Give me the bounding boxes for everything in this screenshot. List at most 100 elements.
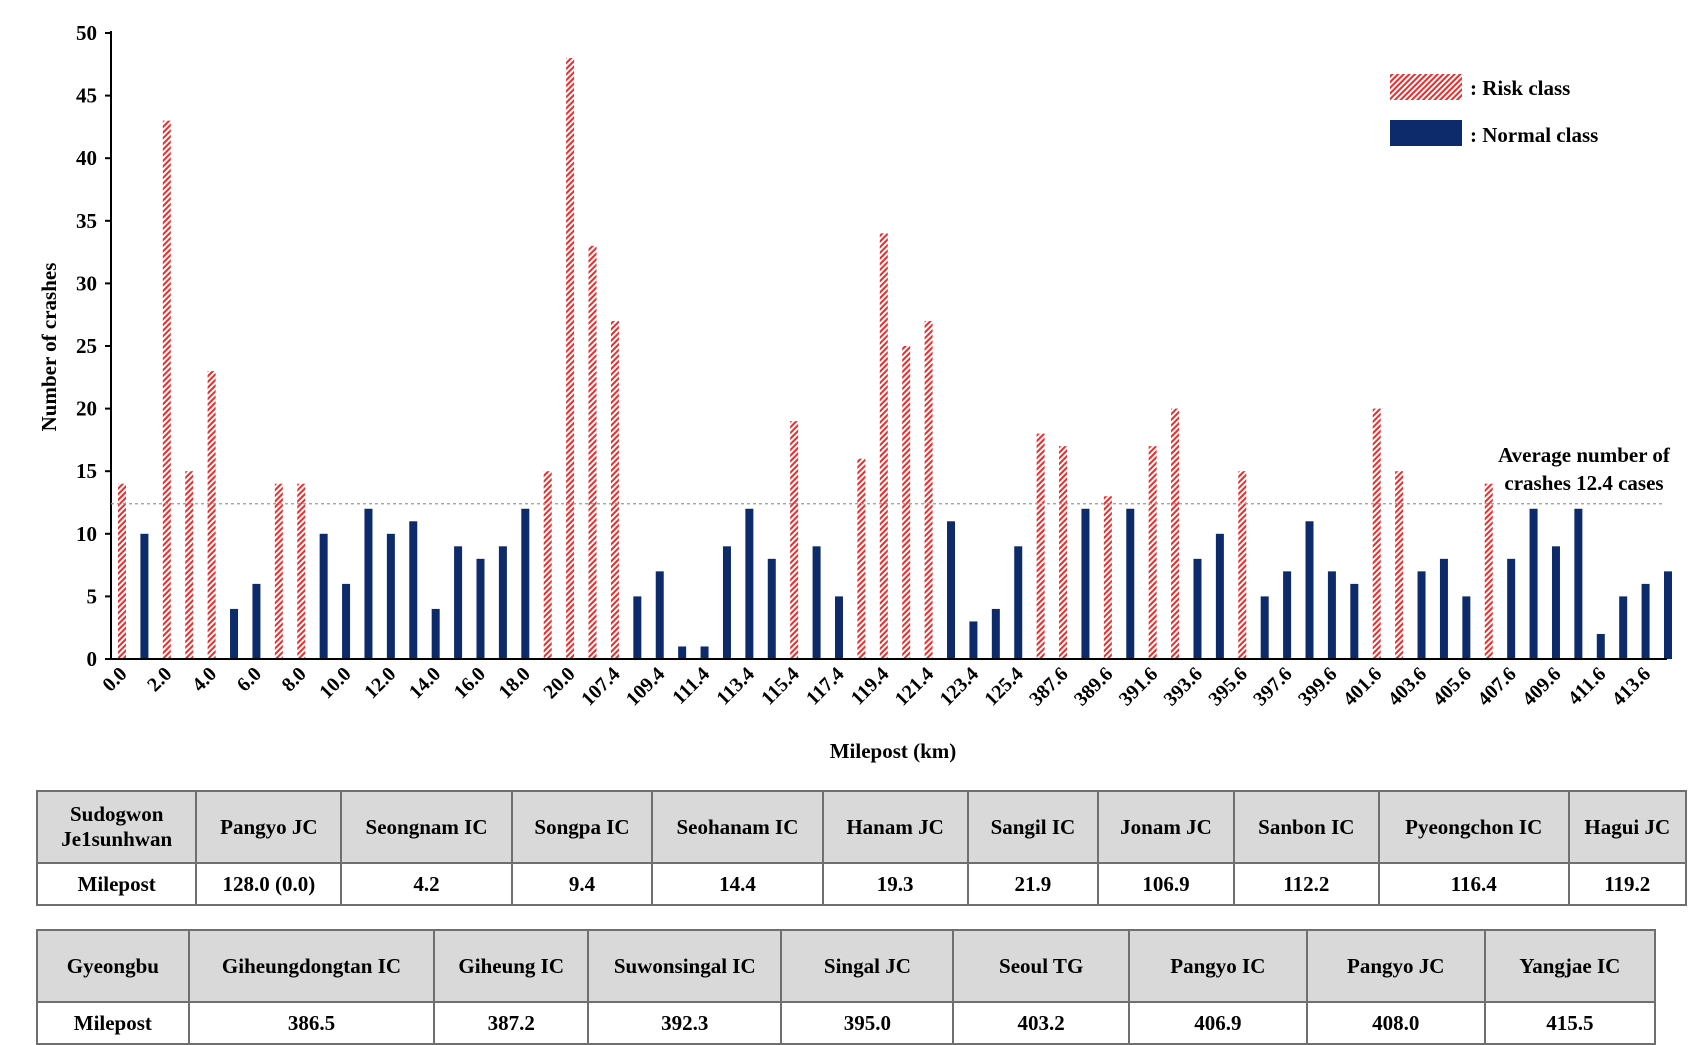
bar-normal <box>476 558 485 659</box>
bars <box>118 58 1672 660</box>
y-tick-label: 5 <box>87 584 98 608</box>
table-cell: Pyeongchon IC <box>1377 790 1570 864</box>
bar-normal <box>700 646 709 659</box>
bar-risk <box>1148 446 1157 659</box>
bar-normal <box>1664 571 1672 659</box>
y-tick-label: 20 <box>76 397 97 421</box>
bar-normal <box>319 533 328 659</box>
x-axis-label: Milepost (km) <box>830 739 957 763</box>
bar-normal <box>1283 571 1292 659</box>
bar-normal <box>230 608 239 659</box>
table-cell: 14.4 <box>651 862 824 906</box>
bar-normal <box>655 571 664 659</box>
table-cell: Pangyo IC <box>1127 929 1308 1003</box>
x-tick-label: 121.4 <box>891 663 938 710</box>
bar-risk <box>274 483 283 659</box>
x-tick-label: 12.0 <box>360 663 400 703</box>
bar-normal <box>633 596 642 659</box>
x-tick-label: 8.0 <box>278 663 311 696</box>
milepost-table-gyeongbu: Gyeongbu Giheungdongtan IC Giheung IC Suwon… <box>36 929 1657 1045</box>
y-tick-label: 0 <box>87 647 98 671</box>
bar-normal <box>678 646 687 659</box>
bar-normal <box>386 533 395 659</box>
x-tick-label: 107.4 <box>577 663 624 710</box>
bar-risk <box>207 371 216 659</box>
table-cell: 395.0 <box>780 1001 955 1045</box>
table-cell: Sangil IC <box>966 790 1100 864</box>
y-axis: 0 5 10 15 20 25 30 35 40 45 50 <box>76 21 112 671</box>
table-cell: 406.9 <box>1127 1001 1308 1045</box>
table-cell: Hagui JC <box>1567 790 1688 864</box>
bar-normal <box>1641 583 1650 659</box>
bar-normal <box>1327 571 1336 659</box>
bar-risk <box>790 421 799 659</box>
x-tick-label: 397.6 <box>1249 663 1296 710</box>
milepost-table-sudogwon: Sudogwon Je1sunhwan Pangyo JC Seongnam IC S… <box>35 790 1688 906</box>
x-tick-label: 2.0 <box>143 663 176 696</box>
y-tick-label: 40 <box>76 146 97 170</box>
legend-swatch-normal <box>1390 120 1462 146</box>
y-tick-label: 50 <box>76 21 97 45</box>
x-tick-label: 125.4 <box>980 663 1027 710</box>
bar-normal <box>342 583 351 659</box>
x-tick-label: 387.6 <box>1025 663 1072 710</box>
bar-risk <box>1395 471 1404 659</box>
table-header-row: Sudogwon Je1sunhwan Pangyo JC Seongnam IC S… <box>35 790 1688 864</box>
bar-normal <box>1350 583 1359 659</box>
table-cell: Milepost <box>35 862 198 906</box>
table-cell: 19.3 <box>821 862 969 906</box>
table-cell: 9.4 <box>510 862 654 906</box>
bar-risk <box>566 58 575 660</box>
x-tick-label: 16.0 <box>450 663 490 703</box>
x-tick-label: 117.4 <box>802 663 849 710</box>
bar-risk <box>1238 471 1247 659</box>
table-cell: 106.9 <box>1097 862 1235 906</box>
table-cell: 408.0 <box>1305 1001 1486 1045</box>
table-cell: 387.2 <box>433 1001 590 1045</box>
x-tick-label: 18.0 <box>495 663 535 703</box>
bar-normal <box>1574 508 1583 659</box>
x-tick-label: 403.6 <box>1384 663 1431 710</box>
x-tick-label: 393.6 <box>1160 663 1207 710</box>
table-cell: Seoul TG <box>952 929 1130 1003</box>
bar-risk <box>1171 408 1180 659</box>
x-tick-label: 10.0 <box>315 663 355 703</box>
table-cell: 119.2 <box>1567 862 1688 906</box>
average-label-line2: crashes 12.4 cases <box>1504 471 1663 495</box>
table-cell: Seohanam IC <box>651 790 824 864</box>
bar-normal <box>364 508 373 659</box>
bar-normal <box>431 608 440 659</box>
x-tick-label: 395.6 <box>1204 663 1251 710</box>
table-cell: Songpa IC <box>510 790 654 864</box>
table-cell: Pangyo JC <box>195 790 343 864</box>
x-tick-label: 6.0 <box>233 663 266 696</box>
table-cell: Sanbon IC <box>1232 790 1380 864</box>
table-cell: Gyeongbu <box>36 929 190 1003</box>
legend: : Risk class : Normal class <box>1390 74 1598 147</box>
bar-normal <box>834 596 843 659</box>
bar-normal <box>767 558 776 659</box>
table-cell: 21.9 <box>966 862 1100 906</box>
bar-normal <box>1260 596 1269 659</box>
x-tick-label: 399.6 <box>1294 663 1341 710</box>
average-label-line1: Average number of <box>1498 443 1671 467</box>
legend-swatch-risk <box>1390 74 1462 100</box>
y-axis-label: Number of crashes <box>37 263 61 432</box>
bar-normal <box>1193 558 1202 659</box>
bar-risk <box>879 233 888 659</box>
bar-normal <box>947 521 956 659</box>
x-tick-label: 0.0 <box>98 663 131 696</box>
table-cell: Suwonsingal IC <box>587 929 783 1003</box>
bar-risk <box>857 458 866 659</box>
table-cell: Giheung IC <box>433 929 590 1003</box>
table-cell: Giheungdongtan IC <box>187 929 436 1003</box>
bar-risk <box>297 483 306 659</box>
bar-normal <box>969 621 978 659</box>
bar-normal <box>1081 508 1090 659</box>
y-tick-label: 15 <box>76 459 97 483</box>
table-cell: Sudogwon Je1sunhwan <box>35 790 198 864</box>
bar-risk <box>185 471 194 659</box>
table-header-row: Gyeongbu Giheungdongtan IC Giheung IC Suwon… <box>36 929 1657 1003</box>
bar-normal <box>1507 558 1516 659</box>
bar-risk <box>902 346 911 659</box>
